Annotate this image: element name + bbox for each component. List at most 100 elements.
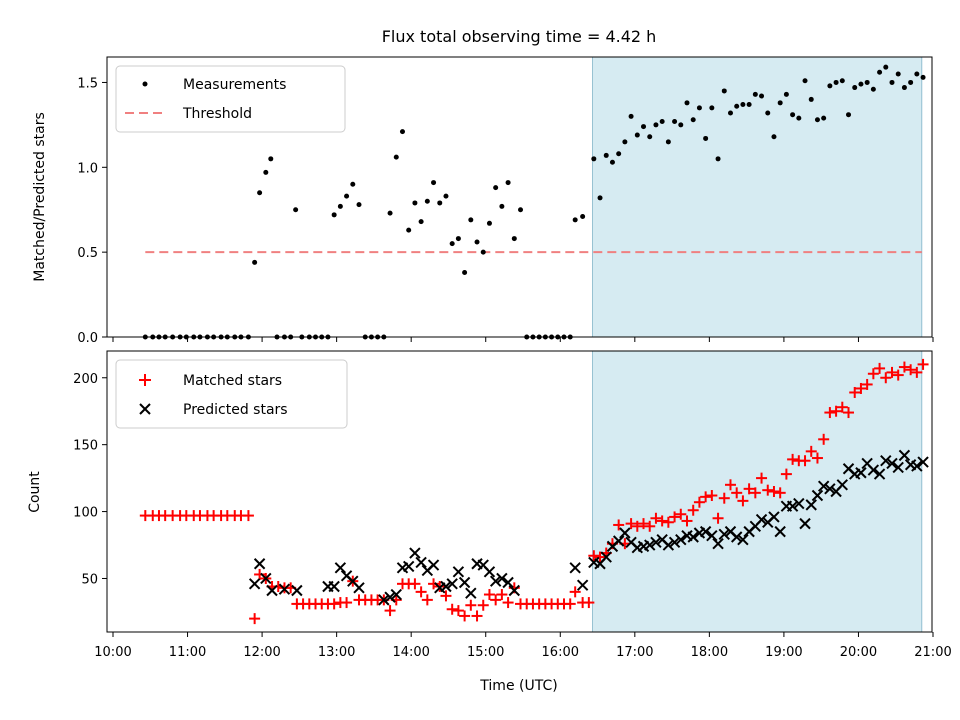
matched-star-point xyxy=(669,511,681,523)
bottom-x-ticks: 10:00 11:00 12:00 13:00 14:00 15:00 16:00 17:00… xyxy=(94,632,952,660)
measurement-point xyxy=(455,236,461,242)
predicted-star-point xyxy=(260,572,272,585)
measurement-point xyxy=(703,135,709,141)
top-y-tick-label: 0.0 xyxy=(77,331,98,346)
matched-star-point xyxy=(421,594,433,606)
predicted-star-point xyxy=(278,583,291,595)
matched-star-point xyxy=(768,486,780,497)
predicted-star-point xyxy=(699,525,712,538)
bottom-x-tick-label: 11:00 xyxy=(169,645,206,660)
measurement-point xyxy=(393,154,399,160)
matched-star-point xyxy=(496,589,508,601)
measurement-point xyxy=(499,203,505,209)
measurement-point xyxy=(486,220,492,226)
measurement-point xyxy=(356,202,362,208)
measurement-point xyxy=(505,180,511,186)
measurement-point xyxy=(268,156,274,162)
matched-star-point xyxy=(687,504,699,516)
matched-star-point xyxy=(328,598,340,610)
measurement-point xyxy=(895,71,901,77)
matched-star-point xyxy=(440,590,452,602)
top-y-tick-label: 1.5 xyxy=(77,76,98,91)
measurement-point xyxy=(480,249,486,255)
predicted-star-point xyxy=(755,513,768,526)
measurement-point xyxy=(833,79,839,85)
measurement-point xyxy=(771,134,777,140)
predicted-star-point xyxy=(911,460,923,472)
matched-star-point xyxy=(681,515,693,527)
bottom-x-tick-label: 20:00 xyxy=(840,645,877,660)
measurement-point xyxy=(474,239,480,245)
legend-marker-matched-stars xyxy=(139,374,151,386)
measurement-point xyxy=(759,93,765,99)
predicted-star-point xyxy=(619,527,631,539)
matched-star-point xyxy=(650,512,662,524)
matched-star-point xyxy=(849,386,861,398)
predicted-star-point xyxy=(805,499,817,511)
measurement-point xyxy=(263,169,269,175)
matched-star-point xyxy=(625,518,637,530)
predicted-star-point xyxy=(248,578,261,590)
measurement-point xyxy=(877,69,883,75)
measurement-point xyxy=(672,118,678,124)
bottom-x-tick-label: 15:00 xyxy=(467,645,504,660)
measurement-point xyxy=(734,103,740,109)
matched-star-point xyxy=(564,598,576,610)
predicted-star-point xyxy=(378,594,390,606)
measurement-point xyxy=(387,210,393,216)
measurement-point xyxy=(659,118,665,124)
matched-star-point xyxy=(880,372,892,384)
matched-star-point xyxy=(341,597,353,609)
bottom-x-tick-label: 14:00 xyxy=(392,645,429,660)
matched-star-point xyxy=(787,453,799,465)
matched-star-point xyxy=(583,597,595,609)
predicted-star-point xyxy=(644,539,656,551)
predicted-star-point xyxy=(266,584,278,597)
measurement-point xyxy=(591,156,597,162)
matched-star-point xyxy=(898,361,910,373)
predicted-star-point xyxy=(662,539,675,551)
predicted-star-point xyxy=(483,566,496,578)
measurement-point xyxy=(424,198,430,204)
bottom-panel: 50 100 150 200 10:00 11:00 12:00 13:00 14:00 15:… xyxy=(27,350,952,694)
top-legend: Measurements Threshold xyxy=(115,65,346,133)
matched-star-point xyxy=(830,405,842,417)
matched-star-point xyxy=(415,586,427,598)
matched-star-point xyxy=(384,605,396,617)
x-axis-label: Time (UTC) xyxy=(479,678,557,694)
matched-star-point xyxy=(428,578,440,590)
measurement-point xyxy=(827,83,833,89)
matched-star-point xyxy=(892,369,904,381)
matched-star-point xyxy=(743,483,755,495)
predicted-star-point xyxy=(440,580,452,593)
predicted-star-point xyxy=(353,582,365,594)
legend-label-predicted-stars: Predicted stars xyxy=(183,402,288,418)
predicted-star-point xyxy=(452,566,465,578)
matched-star-point xyxy=(756,472,768,484)
measurement-point xyxy=(715,156,721,162)
matched-star-point xyxy=(569,586,581,598)
predicted-star-point xyxy=(569,562,581,574)
top-x-ticks xyxy=(112,337,934,342)
matched-star-point xyxy=(452,605,464,617)
matched-star-point xyxy=(762,484,774,496)
measurement-point xyxy=(796,115,802,121)
matched-star-point xyxy=(774,487,786,499)
measurement-point xyxy=(746,102,752,108)
measurement-point xyxy=(709,105,715,111)
bottom-x-tick-label: 12:00 xyxy=(243,645,280,660)
predicted-star-point xyxy=(811,489,824,502)
predicted-star-point xyxy=(786,500,799,512)
matched-star-point xyxy=(675,508,687,520)
top-legend-box xyxy=(115,65,346,133)
matched-star-point xyxy=(638,518,650,530)
matched-star-point xyxy=(502,597,514,609)
matched-star-point xyxy=(693,496,705,508)
predicted-star-point xyxy=(886,457,898,470)
measurement-point xyxy=(740,102,746,108)
predicted-star-point xyxy=(873,468,886,480)
measurement-point xyxy=(852,85,858,91)
measurement-point xyxy=(350,181,356,187)
legend-marker-measurements xyxy=(142,81,148,87)
matched-star-point xyxy=(477,599,489,611)
